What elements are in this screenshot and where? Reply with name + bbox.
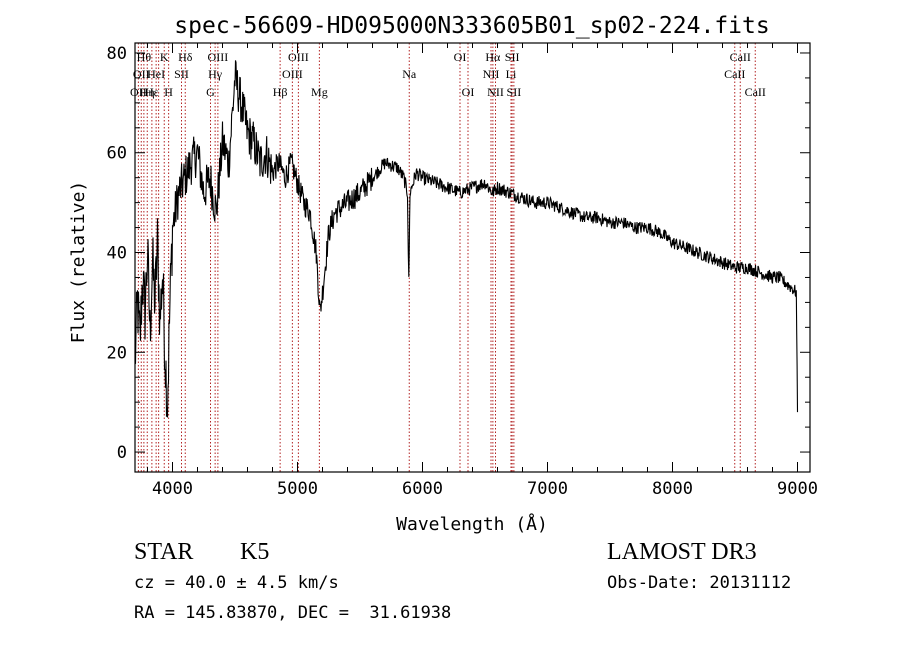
coordinates: RA = 145.83870, DEC = 31.61938 [134,603,452,623]
line-label: Hε [145,85,159,99]
y-tick-label: 60 [107,144,127,164]
line-label: Hη [140,85,155,99]
y-axis-label: Flux (relative) [68,181,89,344]
line-label: OII [133,67,150,81]
line-label: OIII [288,50,309,64]
line-label: SII [505,50,520,64]
line-label: Mg [311,85,328,99]
line-label: NII [487,85,504,99]
line-label: Hγ [208,67,223,81]
line-label: Hδ [178,50,193,64]
subclass: K5 [240,539,270,565]
survey-name: LAMOST DR3 [607,539,757,565]
line-label: OIII [208,50,229,64]
y-tick-label: 40 [107,244,127,264]
line-label: G [206,85,215,99]
x-axis-label: Wavelength (Å) [396,513,548,535]
line-label: SII [507,85,522,99]
line-label: HeI [147,67,165,81]
x-tick-label: 5000 [277,479,318,499]
line-label: Li [506,67,517,81]
plot-area: 4000 5000 6000 7000 8000 9000020406080OIIOIIH… [107,42,818,499]
line-label: Na [402,67,417,81]
line-label: Hα [485,50,501,64]
line-label: Hθ [137,50,152,64]
x-tick-label: 7000 [527,479,568,499]
line-label: K [160,50,169,64]
spectrum-line [134,60,799,418]
redshift-cz: cz = 40.0 ± 4.5 km/s [134,573,339,593]
line-label: CaII [745,85,766,99]
x-tick-label: 4000 [152,479,193,499]
object-class: STAR [134,539,194,565]
x-tick-label: 8000 [652,479,693,499]
line-label: CaII [724,67,745,81]
line-label: H [164,85,173,99]
line-label: OIII [282,67,303,81]
line-label: CaII [730,50,751,64]
line-label: OI [454,50,467,64]
y-tick-label: 80 [107,44,127,64]
chart-title: spec-56609-HD095000N333605B01_sp02-224.f… [174,13,769,39]
obs-date: Obs-Date: 20131112 [607,573,792,593]
x-tick-label: 9000 [777,479,818,499]
line-label: Hβ [273,85,288,99]
y-tick-label: 0 [117,443,127,463]
x-tick-label: 6000 [402,479,443,499]
line-label: NII [483,67,500,81]
line-label: OII [130,85,147,99]
line-label: SII [174,67,189,81]
line-label: OI [462,85,475,99]
y-tick-label: 20 [107,343,127,363]
plot-frame [134,42,811,473]
